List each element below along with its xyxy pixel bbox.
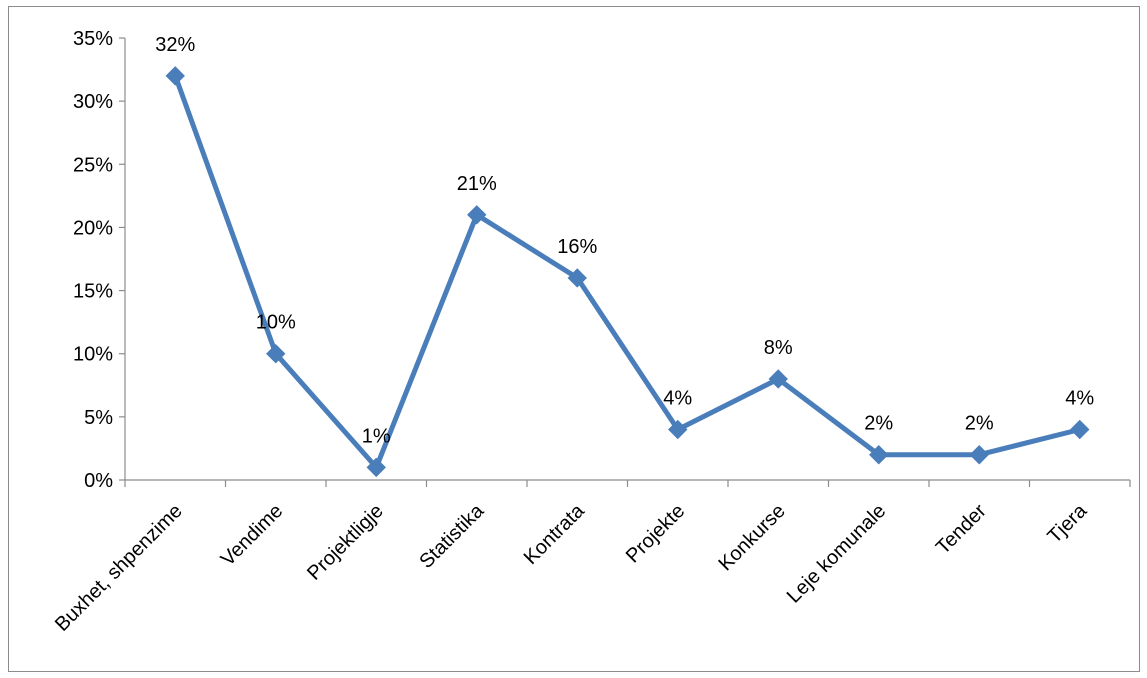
y-tick-label: 15% xyxy=(73,281,113,303)
x-category-label: Kontrata xyxy=(520,499,590,569)
x-category-label: Projekte xyxy=(622,500,689,567)
data-label-group: 32% 10% 1% 21% 16% 4% 8% 2% 2% 4% xyxy=(155,34,1094,447)
data-label: 2% xyxy=(864,413,893,435)
data-label: 10% xyxy=(256,312,296,334)
data-point-marker xyxy=(1070,419,1090,440)
chart-axes xyxy=(119,37,1131,487)
series-line-group xyxy=(165,66,1090,478)
x-category-label: Konkurse xyxy=(714,500,789,575)
data-point-marker xyxy=(266,344,286,364)
y-tick-label: 5% xyxy=(84,407,113,429)
data-point-marker xyxy=(668,419,688,440)
data-point-marker xyxy=(467,205,487,225)
data-label: 4% xyxy=(663,387,692,409)
data-label: 2% xyxy=(965,413,994,435)
data-label: 8% xyxy=(764,337,793,359)
data-label: 21% xyxy=(457,173,497,195)
x-category-label: Projektligje xyxy=(303,500,388,585)
y-tick-label: 25% xyxy=(73,154,113,176)
x-category-label: Vendime xyxy=(217,500,288,571)
data-label: 16% xyxy=(557,236,597,258)
x-category-label: Statistika xyxy=(415,499,489,573)
data-point-marker xyxy=(567,268,587,288)
y-tick-label: 35% xyxy=(73,28,113,50)
data-point-marker xyxy=(165,66,185,86)
data-point-marker xyxy=(768,369,788,389)
data-label: 1% xyxy=(362,425,391,447)
x-category-label: Buxhet, shpenzime xyxy=(51,500,187,636)
data-point-marker xyxy=(366,457,386,478)
y-tick-label: 20% xyxy=(73,217,113,239)
data-point-marker xyxy=(869,445,889,465)
y-tick-label: 0% xyxy=(84,470,113,492)
data-label: 4% xyxy=(1065,387,1094,409)
y-tick-label: 30% xyxy=(73,91,113,113)
data-label: 32% xyxy=(155,34,195,56)
x-category-label: Leje komunale xyxy=(783,500,891,608)
x-category-label: Tender xyxy=(932,500,991,559)
y-axis-tick-labels: 0% 5% 10% 15% 20% 25% 30% 35% xyxy=(73,28,113,492)
series-line xyxy=(172,73,1083,470)
x-axis-tick-labels: Buxhet, shpenzime Vendime Projektligje Stat… xyxy=(51,499,1092,635)
y-tick-label: 10% xyxy=(73,344,113,366)
chart-frame xyxy=(8,6,1140,672)
data-point-marker xyxy=(969,445,989,465)
x-category-label: Tjera xyxy=(1044,499,1092,547)
